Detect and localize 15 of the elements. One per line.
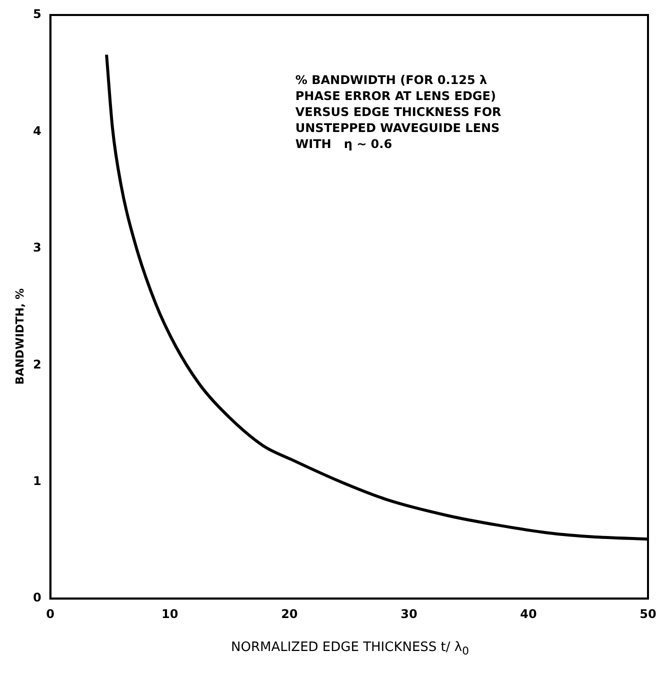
y-tick-label: 2 — [32, 357, 42, 372]
y-tick-label: 1 — [32, 474, 42, 488]
y-tick-label: 4 — [32, 124, 42, 138]
y-tick-label: 5 — [32, 7, 42, 22]
annotation: % BANDWIDTH (FOR 0.125 λ PHASE ERROR AT LENS EDGE) VERSUS EDGE THICKNESS FOR UNSTEPPED WAVEGUIDE LENS WITH η ~ 0.6 — [295, 73, 502, 152]
x-tick-label: 30 — [400, 606, 418, 621]
y-tick-label: 3 — [32, 240, 42, 255]
y-axis-title: BANDWIDTH, % — [14, 287, 26, 387]
x-tick-label: 20 — [281, 606, 298, 621]
x-tick-label: 40 — [520, 606, 537, 621]
x-tick-label: 0 — [46, 606, 55, 621]
x-axis-title: NORMALIZED EDGE THICKNESS t/ λ$_{0}$ — [230, 640, 470, 658]
x-tick-label: 10 — [162, 606, 178, 621]
y-tick-label: 0 — [32, 590, 42, 605]
x-tick-label: 50 — [640, 606, 656, 621]
